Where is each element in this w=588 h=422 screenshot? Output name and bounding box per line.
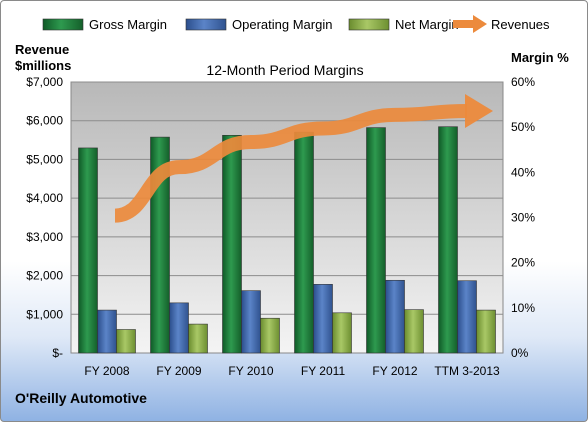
bar-gross-margin xyxy=(366,127,386,354)
company-name: O'Reilly Automotive xyxy=(15,390,147,406)
left-axis-ticks: $- $1,000 $2,000 $3,000 $4,000 $5,000 $6,000 $7… xyxy=(26,75,63,360)
legend-arrowhead-revenues xyxy=(473,15,487,33)
bar-operating-margin xyxy=(169,302,189,354)
legend-label: Gross Margin xyxy=(89,17,167,32)
bar-gross-margin xyxy=(78,147,98,354)
right-axis-ticks: 0% 10% 20% 30% 40% 50% 60% xyxy=(511,75,535,360)
bar-net-margin xyxy=(188,323,208,354)
category-label: TTM 3-2013 xyxy=(434,364,500,378)
left-tick-label: $1,000 xyxy=(26,307,63,321)
left-tick-label: $4,000 xyxy=(26,191,63,205)
category-label: FY 2012 xyxy=(372,364,417,378)
legend-label: Revenues xyxy=(491,17,550,32)
bar-operating-margin xyxy=(313,284,333,354)
bar-net-margin xyxy=(404,309,424,354)
left-tick-label: $- xyxy=(52,346,63,360)
bar-operating-margin xyxy=(457,280,477,354)
right-tick-label: 60% xyxy=(511,75,535,89)
revenue-trend-arrow xyxy=(114,94,493,223)
bar-net-margin xyxy=(332,312,352,354)
bar-gross-margin xyxy=(222,134,242,354)
bar-gross-margin xyxy=(294,131,314,354)
revenue-trend-line xyxy=(114,104,468,223)
left-tick-label: $6,000 xyxy=(26,114,63,128)
bar-operating-margin xyxy=(241,290,261,354)
revenue-trend-arrowhead xyxy=(465,94,493,129)
bar-operating-margin xyxy=(97,309,117,354)
left-tick-label: $7,000 xyxy=(26,75,63,89)
right-tick-label: 40% xyxy=(511,165,535,179)
chart-title: 12-Month Period Margins xyxy=(206,62,363,78)
left-tick-label: $3,000 xyxy=(26,230,63,244)
bar-net-margin xyxy=(116,329,136,354)
right-tick-label: 50% xyxy=(511,120,535,134)
category-labels: FY 2008 FY 2009 FY 2010 FY 2011 FY 2012 TTM 3… xyxy=(84,364,500,378)
legend-label: Net Margin xyxy=(395,17,459,32)
right-tick-label: 0% xyxy=(511,346,529,360)
right-tick-label: 10% xyxy=(511,301,535,315)
category-label: FY 2009 xyxy=(156,364,201,378)
category-label: FY 2008 xyxy=(84,364,129,378)
left-axis-label-line1: Revenue xyxy=(15,42,69,57)
plot-area xyxy=(70,81,504,354)
legend: Gross Margin Operating Margin Net Margin Re… xyxy=(42,15,550,33)
bar-gross-margin xyxy=(438,126,458,354)
left-axis-label-line2: $millions xyxy=(15,58,71,73)
right-tick-label: 30% xyxy=(511,211,535,225)
right-axis-label: Margin % xyxy=(511,50,569,65)
legend-swatch-operating-margin xyxy=(185,18,227,31)
bar-net-margin xyxy=(260,317,280,354)
left-tick-label: $2,000 xyxy=(26,269,63,283)
right-tick-label: 20% xyxy=(511,256,535,270)
legend-swatch-gross-margin xyxy=(42,18,84,31)
left-tick-label: $5,000 xyxy=(26,152,63,166)
category-label: FY 2010 xyxy=(228,364,273,378)
legend-swatch-net-margin xyxy=(348,18,390,31)
bar-operating-margin xyxy=(385,279,405,354)
legend-label: Operating Margin xyxy=(232,17,332,32)
bar-net-margin xyxy=(476,309,496,354)
category-label: FY 2011 xyxy=(301,364,346,378)
